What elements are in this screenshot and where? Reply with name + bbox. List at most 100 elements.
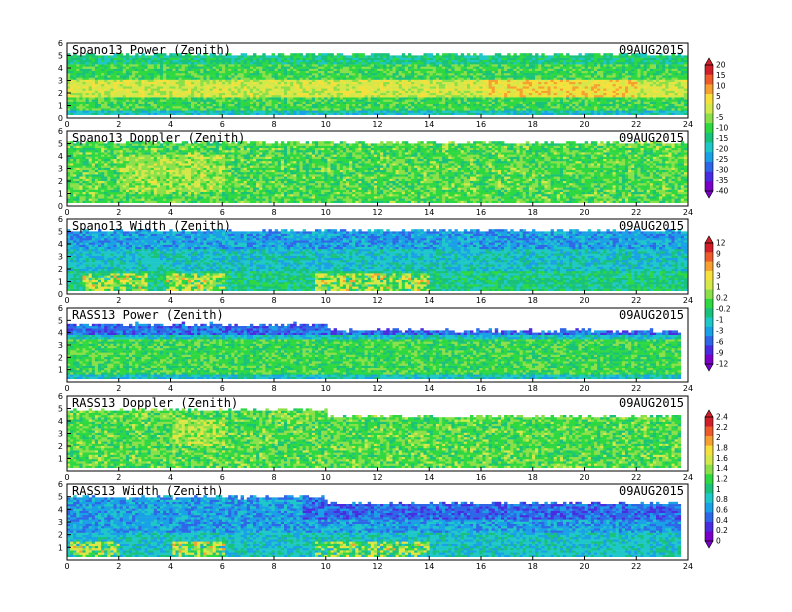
heatmap-cell [370, 62, 375, 65]
heatmap-cell [318, 70, 322, 74]
heatmap-cell [237, 59, 241, 63]
heatmap-cell [525, 106, 530, 109]
heatmap-cell [246, 57, 251, 60]
heatmap-cell [296, 57, 300, 60]
heatmap-cell [426, 88, 430, 91]
heatmap-cell [259, 86, 263, 89]
heatmap-cell [122, 90, 127, 93]
heatmap-cell [494, 97, 499, 100]
heatmap-cell [525, 103, 530, 107]
heatmap-cell [559, 112, 564, 115]
heatmap-cell [73, 103, 77, 107]
heatmap-cell [209, 62, 213, 65]
heatmap-cell [572, 55, 576, 58]
heatmap-cell [349, 79, 353, 82]
heatmap-cell [299, 92, 303, 96]
heatmap-cell [476, 95, 480, 98]
heatmap-cell [206, 97, 210, 100]
heatmap-cell [175, 95, 179, 98]
heatmap-cell [277, 92, 282, 96]
heatmap-cell [293, 84, 297, 87]
heatmap-cell [104, 97, 108, 100]
heatmap-cell [535, 112, 539, 115]
heatmap-cell [417, 81, 421, 85]
heatmap-cell [352, 101, 356, 104]
heatmap-cell [355, 112, 359, 115]
heatmap-cell [181, 86, 186, 89]
heatmap-cell [299, 57, 303, 60]
heatmap-cell [129, 88, 133, 91]
heatmap-cell [575, 77, 579, 80]
heatmap-cell [274, 86, 279, 89]
heatmap-cell [321, 68, 325, 71]
heatmap-cell [82, 92, 86, 96]
heatmap-cell [144, 86, 148, 89]
heatmap-cell [370, 99, 375, 102]
heatmap-cell [600, 73, 604, 76]
heatmap-cell [432, 62, 437, 65]
heatmap-cell [550, 99, 554, 102]
heatmap-cell [590, 108, 595, 111]
heatmap-cell [215, 68, 220, 71]
heatmap-cell [609, 106, 613, 109]
heatmap-cell [147, 99, 151, 102]
heatmap-cell [231, 86, 235, 89]
heatmap-cell [401, 108, 406, 111]
heatmap-cell [339, 59, 344, 63]
heatmap-cell [333, 97, 337, 100]
heatmap-cell [318, 88, 322, 91]
heatmap-cell [284, 57, 288, 60]
heatmap-cell [417, 55, 421, 58]
heatmap-cell [169, 57, 173, 60]
heatmap-cell [305, 59, 310, 63]
heatmap-cell [91, 101, 96, 104]
heatmap-cell [482, 81, 486, 85]
heatmap-cell [91, 75, 96, 78]
heatmap-cell [423, 88, 427, 91]
heatmap-cell [470, 75, 474, 78]
heatmap-cell [156, 68, 161, 71]
heatmap-cell [318, 77, 322, 80]
heatmap-cell [587, 92, 592, 96]
heatmap-cell [82, 66, 86, 69]
heatmap-cell [197, 108, 201, 111]
heatmap-cell [94, 62, 99, 65]
heatmap-cell [234, 66, 238, 69]
heatmap-cell [373, 90, 378, 93]
heatmap-cell [231, 75, 235, 78]
heatmap-cell [67, 64, 71, 67]
heatmap-cell [569, 110, 573, 113]
heatmap-cell [231, 79, 235, 82]
heatmap-cell [497, 70, 502, 74]
heatmap-cell [355, 64, 359, 67]
heatmap-cell [482, 95, 486, 98]
heatmap-cell [271, 101, 275, 104]
heatmap-cell [519, 81, 523, 85]
heatmap-cell [228, 70, 232, 74]
heatmap-cell [513, 57, 517, 60]
heatmap-cell [191, 68, 195, 71]
heatmap-cell [327, 90, 331, 93]
heatmap-cell [160, 99, 164, 102]
heatmap-cell [479, 57, 483, 60]
heatmap-cell [553, 92, 558, 96]
heatmap-cell [268, 84, 272, 87]
heatmap-cell [507, 53, 511, 56]
heatmap-cell [600, 66, 604, 69]
heatmap-cell [160, 66, 164, 69]
heatmap-cell [563, 79, 567, 82]
heatmap-cell [547, 79, 551, 82]
heatmap-cell [85, 62, 89, 65]
heatmap-cell [352, 103, 356, 107]
heatmap-cell [377, 81, 381, 85]
heatmap-cell [566, 84, 570, 87]
heatmap-cell [563, 97, 567, 100]
heatmap-cell [625, 75, 629, 78]
heatmap-cell [445, 66, 449, 69]
heatmap-cell [615, 112, 620, 115]
heatmap-cell [330, 106, 334, 109]
heatmap-cell [581, 77, 585, 80]
heatmap-cell [553, 101, 558, 104]
heatmap-cell [339, 75, 344, 78]
heatmap-cell [454, 64, 458, 67]
